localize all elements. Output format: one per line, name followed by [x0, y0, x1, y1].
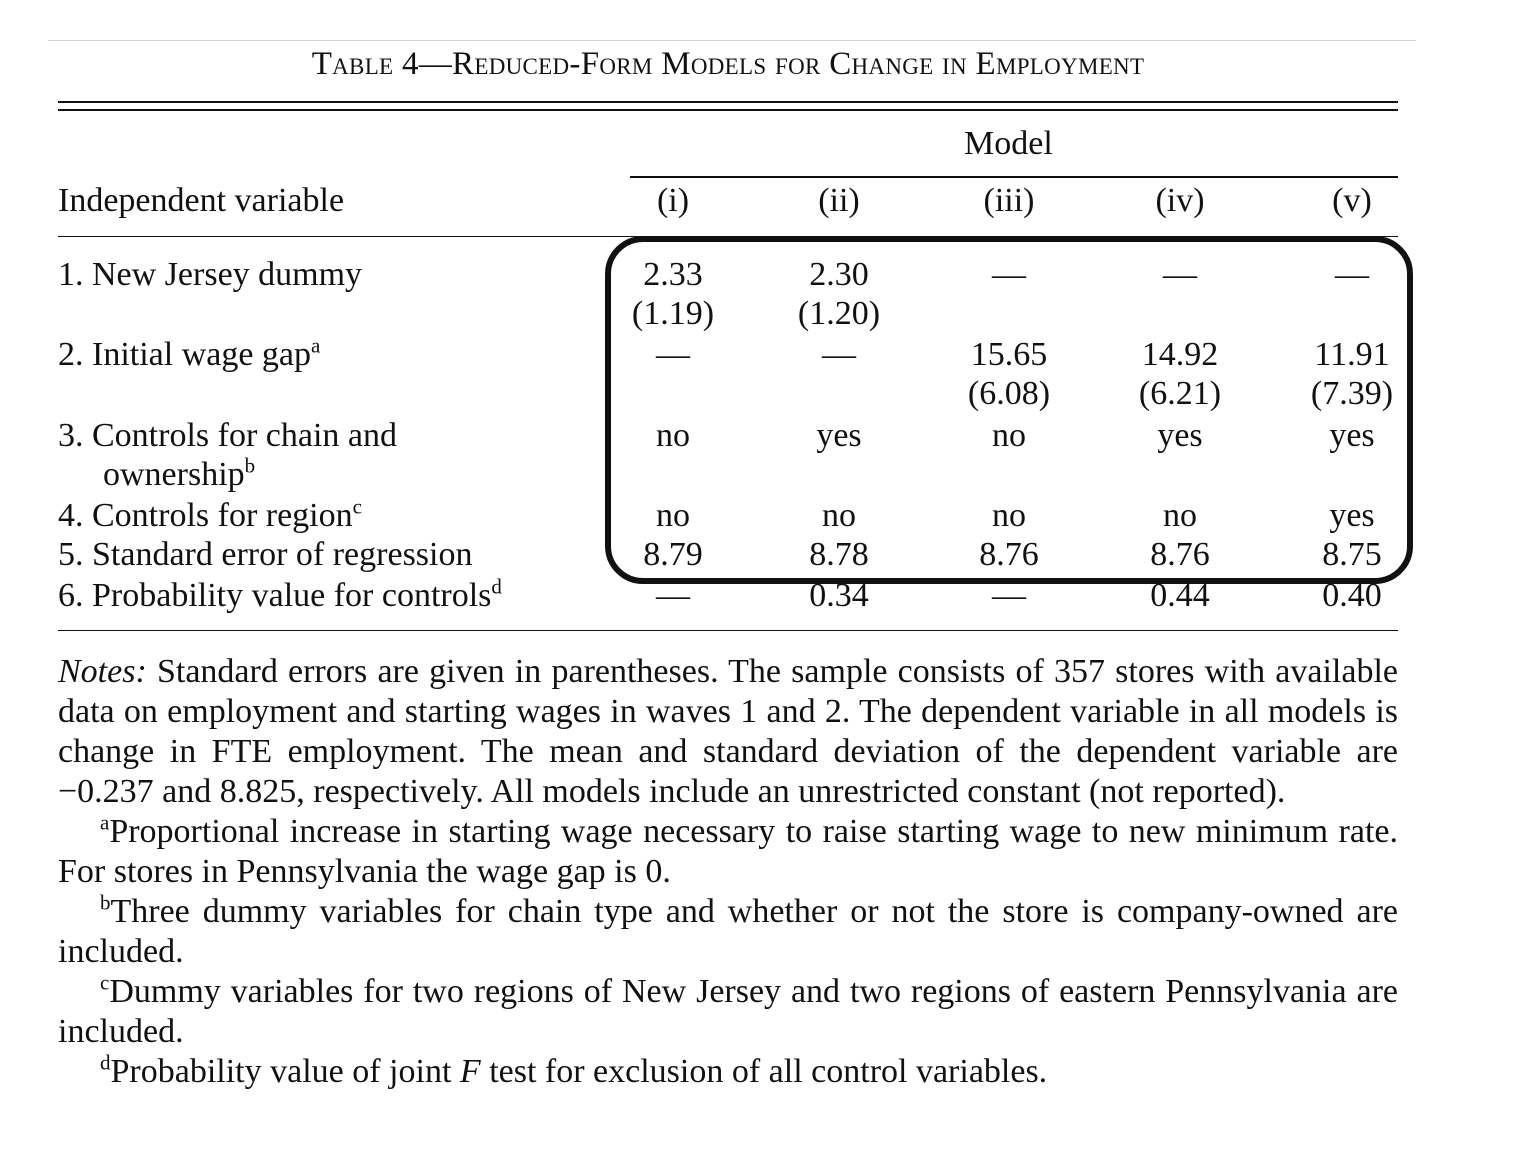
table-cell: 0.40 [1322, 577, 1382, 614]
table-cell: yes [816, 417, 862, 454]
footnote-c: cDummy variables for two regions of New … [58, 972, 1398, 1052]
footnote-d-mark: d [100, 1050, 111, 1075]
footnote-c-mark: c [100, 970, 110, 995]
column-header-v: (v) [1332, 182, 1372, 219]
notes-label: Notes: [58, 653, 147, 690]
footnote-d: dProbability value of joint F test for e… [58, 1052, 1398, 1092]
table-cell: — [822, 336, 856, 373]
footnote-b-mark: b [100, 890, 111, 915]
table-cell: 8.75 [1322, 536, 1382, 573]
footnote-mark-c: c [352, 494, 362, 519]
footnote-a-mark: a [100, 810, 110, 835]
standard-error-cell: (1.19) [631, 295, 715, 332]
footnote-mark-d: d [491, 574, 502, 599]
table-cell: — [656, 577, 690, 614]
table-cell: no [656, 417, 690, 454]
header-double-rule-top [58, 101, 1398, 103]
footnote-d-text-pre: Probability value of joint [110, 1053, 460, 1090]
column-header-i: (i) [656, 182, 690, 219]
top-border-rule [48, 40, 1416, 41]
standard-error-cell: (6.08) [967, 375, 1051, 412]
table-title: Table 4—Reduced-Form Models for Change i… [311, 46, 1145, 82]
standard-error-cell: (1.20) [797, 295, 881, 332]
table-cell: 8.76 [1150, 536, 1210, 573]
table-cell: no [992, 417, 1026, 454]
table-cell: 8.76 [979, 536, 1039, 573]
table-cell: no [992, 497, 1026, 534]
footnote-d-variable: F [459, 1053, 481, 1090]
table-cell: no [1163, 497, 1197, 534]
footnote-mark-b: b [244, 453, 256, 478]
footnote-b: bThree dummy variables for chain type an… [58, 892, 1398, 972]
table-notes: Notes: Standard errors are given in pare… [58, 652, 1398, 1092]
table-cell: 0.34 [809, 577, 869, 614]
notes-paragraph: Notes: Standard errors are given in pare… [58, 652, 1398, 812]
row-label-initial-wage-gap: 2. Initial wage gapa [58, 333, 321, 373]
table-cell: yes [1329, 417, 1375, 454]
table-cell: — [992, 256, 1026, 293]
row-label-new-jersey-dummy: 1. New Jersey dummy [58, 256, 363, 293]
row-label-probability-value: 6. Probability value for controlsd [58, 574, 502, 614]
column-header-iii: (iii) [983, 182, 1035, 219]
model-header-rule [630, 176, 1398, 178]
header-rule [58, 236, 1398, 237]
table-cell: 8.78 [809, 536, 869, 573]
table-cell: 11.91 [1314, 336, 1390, 373]
column-header-ii: (ii) [818, 182, 860, 219]
table-cell: — [1163, 256, 1197, 293]
stub-header: Independent variable [58, 182, 345, 219]
row-label-standard-error: 5. Standard error of regression [58, 536, 473, 573]
standard-error-cell: (6.21) [1138, 375, 1222, 412]
footnote-d-text-post: test for exclusion of all control variab… [480, 1053, 1048, 1090]
footnote-c-text: Dummy variables for two regions of New J… [58, 973, 1398, 1050]
notes-text: Standard errors are given in parentheses… [58, 653, 1398, 810]
footnote-a-text: Proportional increase in starting wage n… [58, 813, 1398, 890]
table-cell: no [822, 497, 856, 534]
table-bottom-rule [58, 630, 1398, 631]
table-cell: 8.79 [643, 536, 703, 573]
table-cell: yes [1157, 417, 1203, 454]
row-label-chain-ownership: 3. Controls for chain and [58, 417, 397, 454]
header-double-rule-bottom [58, 109, 1398, 111]
footnote-a: aProportional increase in starting wage … [58, 812, 1398, 892]
model-header: Model [964, 125, 1053, 162]
row-label-chain-ownership-cont: ownershipb [103, 453, 256, 493]
table-cell: yes [1329, 497, 1375, 534]
footnote-mark-a: a [311, 333, 321, 358]
row-label-controls-region: 4. Controls for regionc [58, 494, 362, 534]
table-cell: — [656, 336, 690, 373]
table-cell: 0.44 [1150, 577, 1210, 614]
standard-error-cell: (7.39) [1310, 375, 1394, 412]
table-cell: 2.33 [643, 256, 703, 293]
table-cell: 15.65 [970, 336, 1048, 373]
column-header-iv: (iv) [1155, 182, 1205, 219]
table-cell: — [992, 577, 1026, 614]
table-cell: no [656, 497, 690, 534]
footnote-b-text: Three dummy variables for chain type and… [58, 893, 1398, 970]
table-cell: — [1335, 256, 1369, 293]
table-cell: 2.30 [809, 256, 869, 293]
table-cell: 14.92 [1141, 336, 1219, 373]
